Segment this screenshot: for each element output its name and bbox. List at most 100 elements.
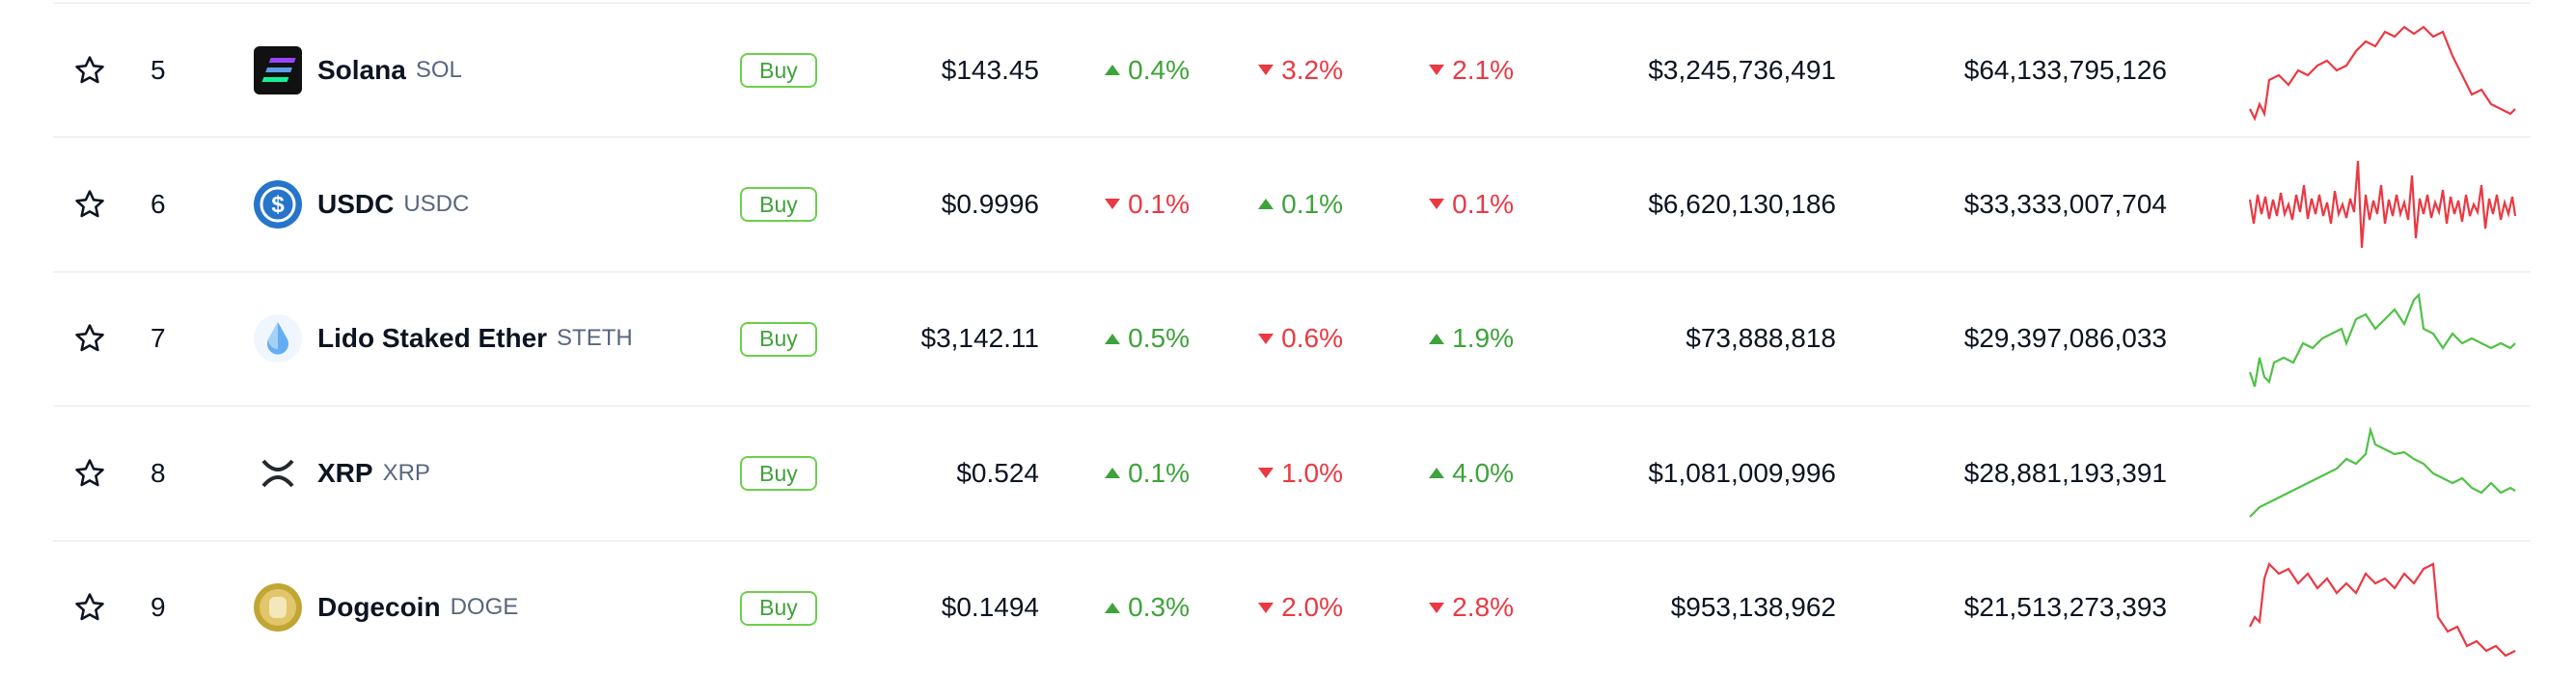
percent-change: 2.8% bbox=[1429, 541, 1514, 673]
row-separator bbox=[53, 405, 2531, 408]
trend-arrow bbox=[1105, 199, 1121, 210]
percent-text: 0.5% bbox=[1128, 323, 1190, 354]
coin-row: 9 Dogecoin DOGE Buy $0.1494 0.3% 2.0% 2.8% $953,… bbox=[0, 541, 2576, 673]
buy-button[interactable]: Buy bbox=[740, 187, 817, 223]
percent-text: 0.3% bbox=[1128, 592, 1190, 623]
trend-arrow bbox=[1429, 199, 1445, 210]
price: $0.524 bbox=[956, 457, 1039, 488]
percent-change: 3.2% bbox=[1258, 3, 1343, 137]
percent-text: 2.8% bbox=[1452, 592, 1514, 623]
percent-change: 0.1% bbox=[1429, 137, 1514, 271]
trend-arrow bbox=[1105, 602, 1121, 613]
market-cap: $33,333,007,704 bbox=[1963, 188, 2167, 219]
percent-text: 2.1% bbox=[1452, 54, 1514, 85]
percent-change: 0.4% bbox=[1105, 3, 1190, 137]
percent-text: 0.4% bbox=[1128, 54, 1190, 85]
trend-arrow bbox=[1258, 333, 1274, 344]
percent-change: 2.0% bbox=[1258, 541, 1343, 673]
trend-arrow bbox=[1105, 333, 1121, 344]
percent-change: 0.1% bbox=[1258, 137, 1343, 271]
coin-name: XRP bbox=[317, 457, 373, 488]
percent-change: 1.0% bbox=[1258, 406, 1343, 540]
percent-text: 4.0% bbox=[1452, 457, 1514, 488]
buy-button[interactable]: Buy bbox=[740, 456, 817, 492]
trend-arrow bbox=[1429, 333, 1445, 344]
coin-icon bbox=[254, 3, 302, 137]
coin-name-cell[interactable]: Lido Staked Ether STETH bbox=[317, 272, 633, 406]
sparkline-chart bbox=[2249, 425, 2516, 518]
favorite-star[interactable] bbox=[73, 137, 106, 271]
percent-text: 1.0% bbox=[1281, 457, 1343, 488]
coin-row: 8 XRP XRP Buy $0.524 0.1% 1.0% 4.0% $1,081,009,9… bbox=[0, 406, 2576, 540]
percent-change: 0.3% bbox=[1105, 541, 1190, 673]
volume: $6,620,130,186 bbox=[1648, 188, 1836, 219]
favorite-star[interactable] bbox=[73, 3, 106, 137]
row-separator bbox=[53, 2, 2531, 4]
percent-text: 2.0% bbox=[1281, 592, 1343, 623]
svg-text:$: $ bbox=[271, 192, 285, 218]
rank: 6 bbox=[151, 188, 166, 219]
trend-arrow bbox=[1429, 468, 1445, 479]
trend-arrow bbox=[1258, 602, 1274, 613]
rank: 9 bbox=[151, 592, 166, 623]
market-cap: $28,881,193,391 bbox=[1963, 457, 2167, 488]
rank: 7 bbox=[151, 323, 166, 354]
sparkline bbox=[2249, 3, 2516, 137]
coin-name: Lido Staked Ether bbox=[317, 323, 548, 354]
row-separator bbox=[53, 539, 2531, 542]
coin-icon bbox=[254, 541, 302, 673]
coin-symbol: USDC bbox=[403, 190, 470, 217]
coin-name: USDC bbox=[317, 188, 395, 219]
rank: 5 bbox=[151, 54, 166, 85]
price: $0.1494 bbox=[941, 592, 1039, 623]
favorite-star[interactable] bbox=[73, 541, 106, 673]
percent-text: 0.6% bbox=[1281, 323, 1343, 354]
volume: $3,245,736,491 bbox=[1648, 54, 1836, 85]
sparkline bbox=[2249, 541, 2516, 673]
favorite-star[interactable] bbox=[73, 272, 106, 406]
coin-symbol: XRP bbox=[382, 459, 430, 486]
percent-text: 0.1% bbox=[1452, 188, 1514, 219]
sparkline-chart bbox=[2249, 562, 2516, 658]
percent-change: 0.1% bbox=[1105, 137, 1190, 271]
coin-symbol: SOL bbox=[415, 56, 462, 83]
row-separator bbox=[53, 136, 2531, 139]
volume: $1,081,009,996 bbox=[1648, 457, 1836, 488]
market-cap: $29,397,086,033 bbox=[1963, 323, 2167, 354]
sparkline bbox=[2249, 272, 2516, 406]
coin-name-cell[interactable]: USDC USDC bbox=[317, 137, 469, 271]
sparkline-line bbox=[2249, 292, 2516, 388]
sparkline-line bbox=[2249, 425, 2516, 518]
coin-name-cell[interactable]: Dogecoin DOGE bbox=[317, 541, 518, 673]
percent-text: 0.1% bbox=[1128, 188, 1190, 219]
sparkline-line bbox=[2249, 160, 2516, 248]
sparkline bbox=[2249, 406, 2516, 540]
percent-text: 3.2% bbox=[1281, 54, 1343, 85]
coin-symbol: STETH bbox=[557, 325, 633, 352]
volume: $953,138,962 bbox=[1670, 592, 1836, 623]
sparkline-line bbox=[2249, 25, 2516, 121]
buy-button[interactable]: Buy bbox=[740, 590, 817, 626]
buy-button[interactable]: Buy bbox=[740, 53, 817, 88]
coin-icon bbox=[254, 272, 302, 406]
volume: $73,888,818 bbox=[1685, 323, 1836, 354]
trend-arrow bbox=[1105, 468, 1121, 479]
coin-name-cell[interactable]: Solana SOL bbox=[317, 3, 462, 137]
coin-name-cell[interactable]: XRP XRP bbox=[317, 406, 430, 540]
buy-button[interactable]: Buy bbox=[740, 321, 817, 357]
coin-icon bbox=[254, 406, 302, 540]
favorite-star[interactable] bbox=[73, 406, 106, 540]
trend-arrow bbox=[1258, 65, 1274, 75]
coin-row: 7 Lido Staked Ether STETH Buy $3,142.11 0.5% 0… bbox=[0, 272, 2576, 406]
price: $0.9996 bbox=[941, 188, 1039, 219]
percent-change: 4.0% bbox=[1429, 406, 1514, 540]
rank: 8 bbox=[151, 457, 166, 488]
trend-arrow bbox=[1258, 468, 1274, 479]
coin-symbol: DOGE bbox=[450, 594, 519, 621]
sparkline-chart bbox=[2249, 25, 2516, 121]
percent-text: 1.9% bbox=[1452, 323, 1514, 354]
coin-row: 6 $ USDC USDC Buy $0.9996 0.1% 0.1% 0.1% $6,620,1… bbox=[0, 137, 2576, 271]
coin-name: Dogecoin bbox=[317, 592, 441, 623]
sparkline-chart bbox=[2249, 160, 2516, 248]
percent-text: 0.1% bbox=[1128, 457, 1190, 488]
